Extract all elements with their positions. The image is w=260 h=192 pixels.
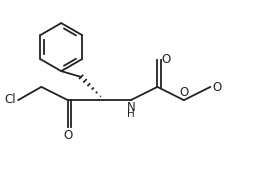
Text: O: O	[63, 129, 73, 142]
Text: O: O	[213, 81, 222, 94]
Text: Cl: Cl	[4, 93, 16, 106]
Text: H: H	[127, 109, 135, 119]
Text: N: N	[127, 101, 135, 114]
Text: O: O	[161, 53, 171, 65]
Text: O: O	[180, 86, 189, 99]
